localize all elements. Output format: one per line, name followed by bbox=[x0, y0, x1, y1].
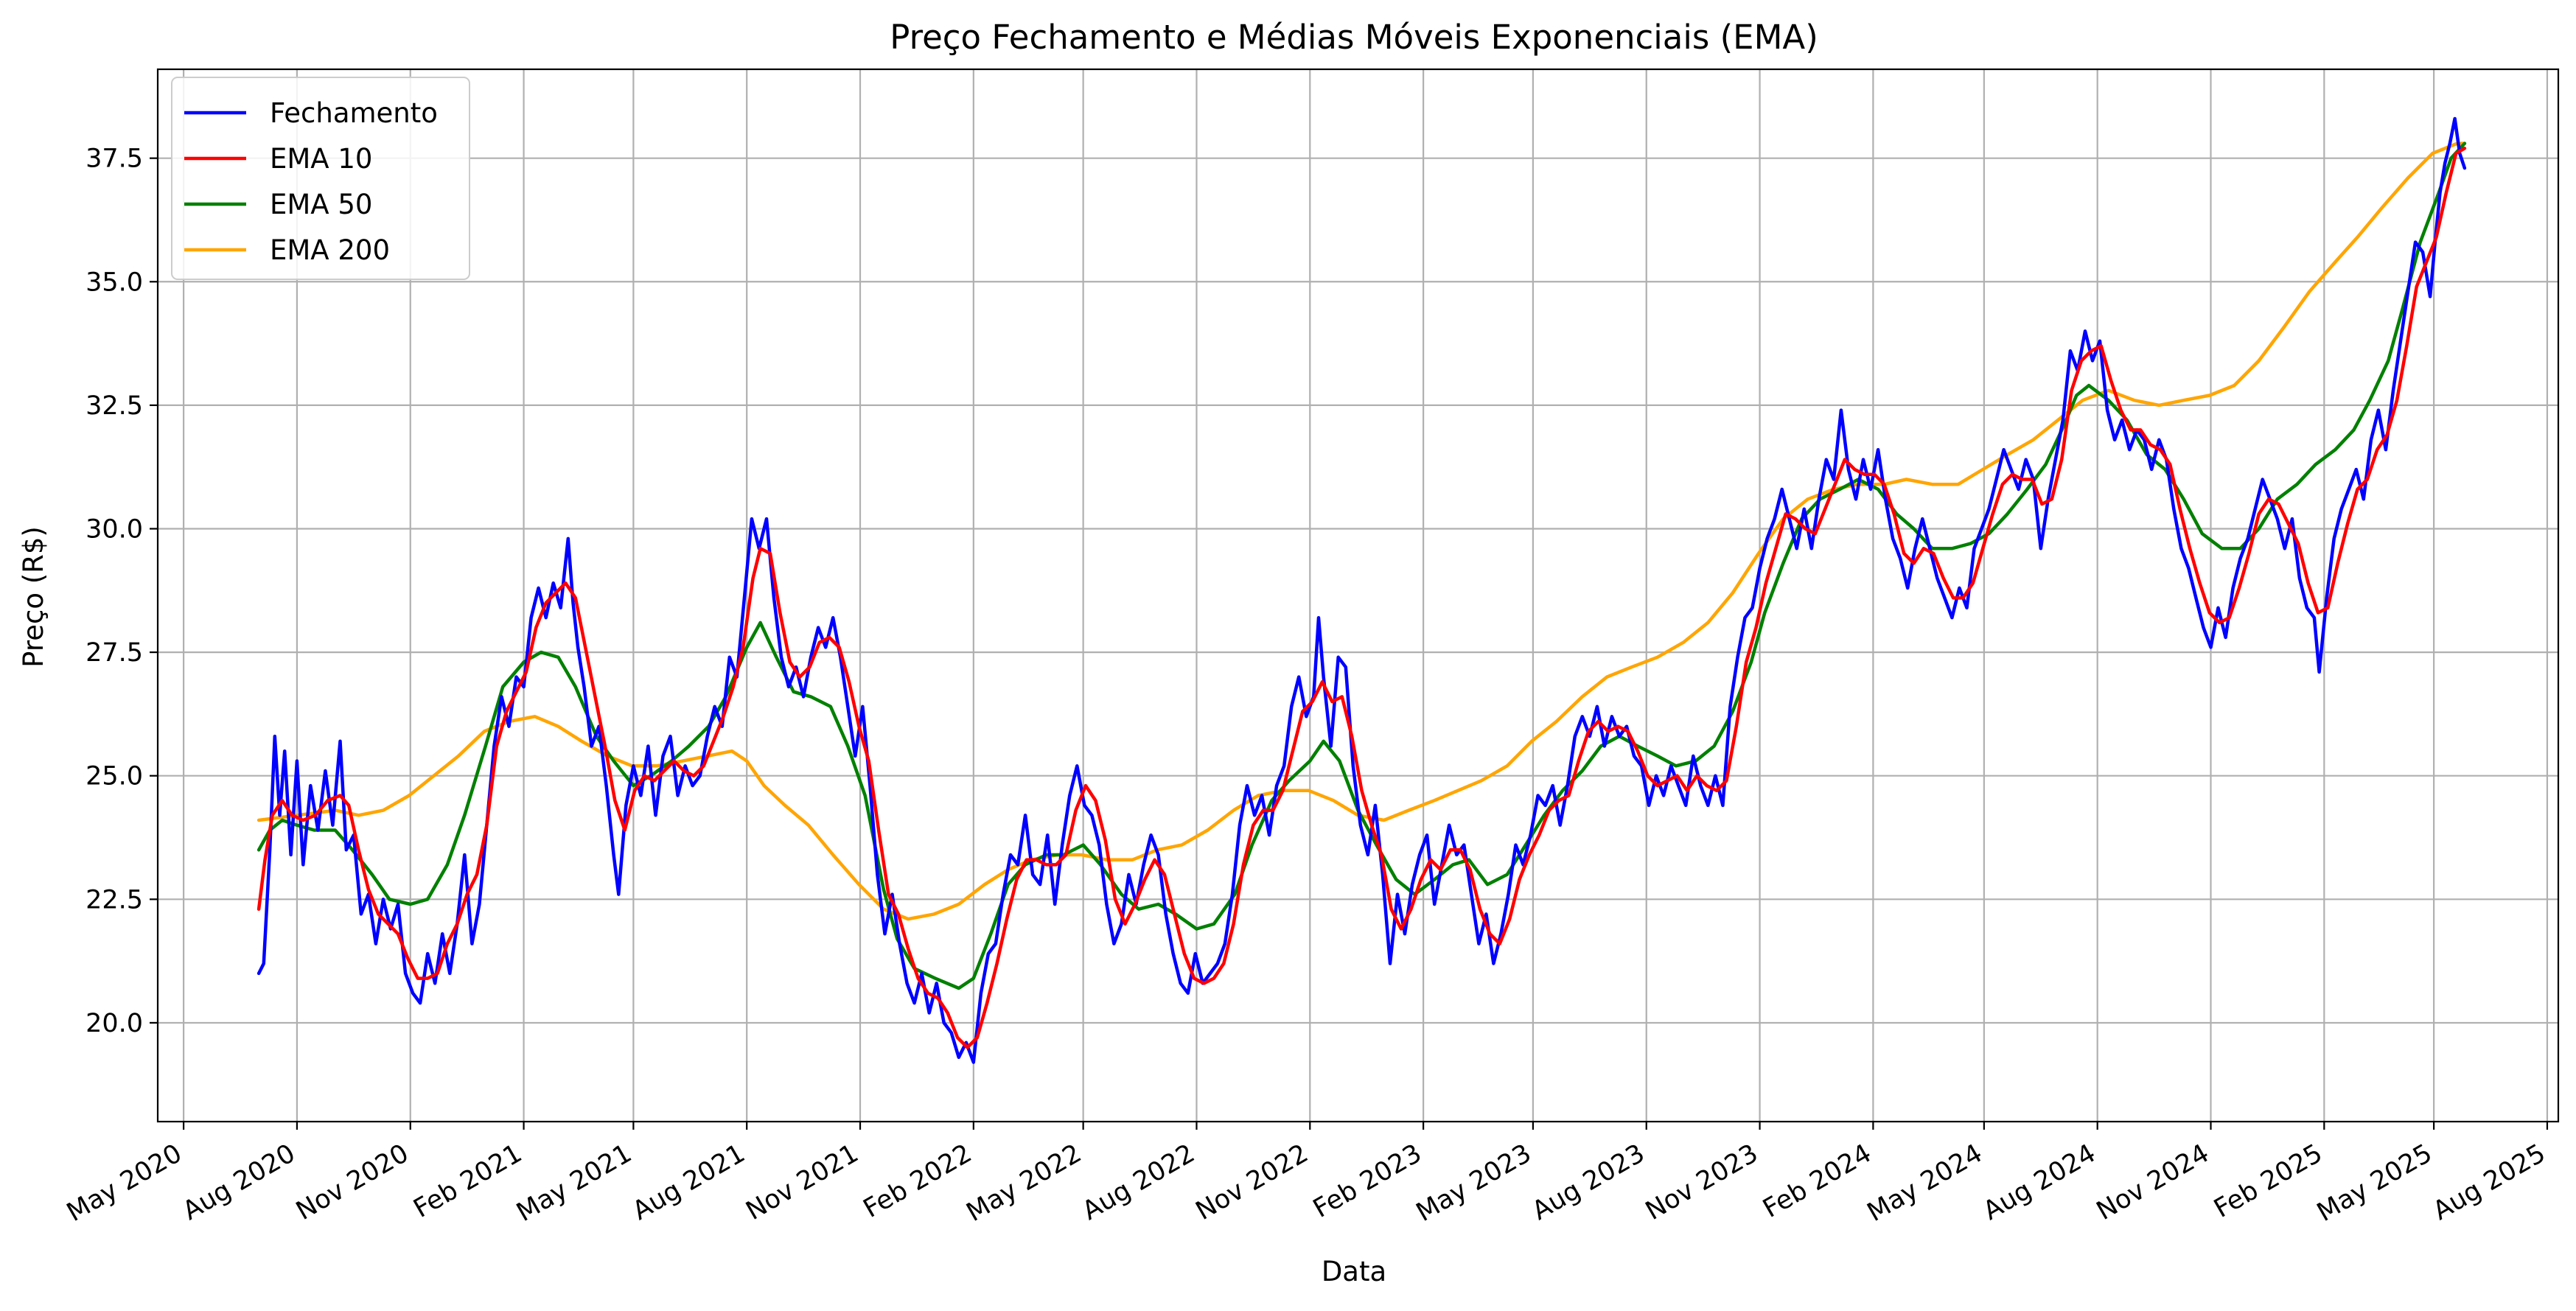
y-tick-label: 37.5 bbox=[85, 144, 143, 174]
y-axis-label: Preço (R$) bbox=[18, 526, 49, 668]
legend-label: EMA 50 bbox=[270, 189, 372, 220]
y-tick-label: 22.5 bbox=[85, 885, 143, 915]
legend: Fechamento EMA 10 EMA 50 EMA 200 bbox=[171, 77, 470, 280]
y-tick-label: 30.0 bbox=[85, 514, 143, 544]
x-axis-label: Data bbox=[1322, 1256, 1386, 1287]
series-line-ema-10 bbox=[256, 147, 2467, 1049]
y-tick-label: 25.0 bbox=[85, 762, 143, 791]
y-tick-label: 20.0 bbox=[85, 1009, 143, 1038]
y-tick-label: 35.0 bbox=[85, 268, 143, 297]
series-line-fechamento bbox=[256, 116, 2467, 1064]
legend-box bbox=[171, 77, 470, 280]
legend-label: EMA 10 bbox=[270, 143, 372, 175]
legend-label: EMA 200 bbox=[270, 234, 390, 266]
series-layer bbox=[256, 116, 2467, 1064]
y-tick-label: 27.5 bbox=[85, 638, 143, 668]
plot-frame bbox=[156, 68, 2560, 1123]
y-tick-label: 32.5 bbox=[85, 391, 143, 421]
chart-title: Preço Fechamento e Médias Móveis Exponen… bbox=[890, 18, 1818, 57]
legend-label: Fechamento bbox=[270, 97, 438, 129]
y-axis-ticks: 20.0 22.5 25.0 27.5 30.0 32.5 35.0 37.5 bbox=[85, 144, 158, 1038]
